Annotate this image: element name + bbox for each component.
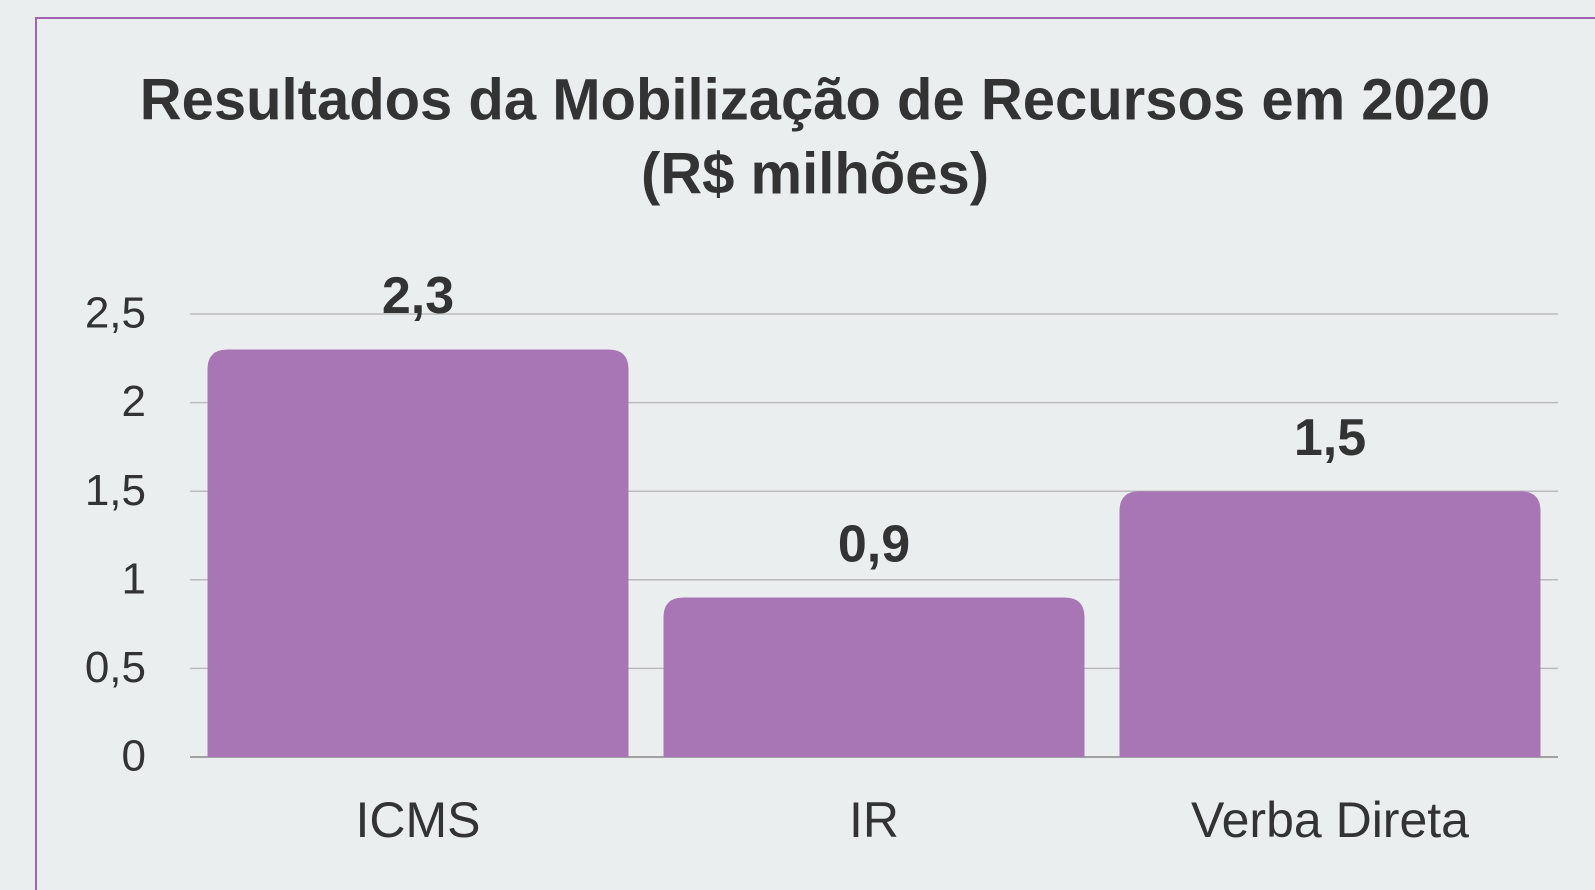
x-tick-label: IR [849, 792, 899, 848]
chart-title: Resultados da Mobilização de Recursos em… [140, 67, 1491, 132]
bar [1119, 491, 1541, 757]
frame [35, 17, 1595, 890]
y-tick-label: 0 [122, 732, 146, 781]
bar [207, 349, 629, 757]
value-label: 1,5 [1294, 409, 1366, 467]
x-tick-label: ICMS [356, 792, 481, 848]
y-tick-label: 2 [122, 377, 146, 426]
value-label: 2,3 [382, 267, 454, 325]
y-tick-label: 1,5 [85, 466, 146, 515]
value-label: 0,9 [838, 515, 910, 573]
chart-subtitle: (R$ milhões) [641, 141, 989, 206]
x-tick-label: Verba Direta [1191, 792, 1469, 848]
y-tick-label: 2,5 [85, 289, 146, 338]
bar [663, 597, 1085, 757]
y-tick-label: 1 [122, 554, 146, 603]
y-tick-label: 0,5 [85, 643, 146, 692]
